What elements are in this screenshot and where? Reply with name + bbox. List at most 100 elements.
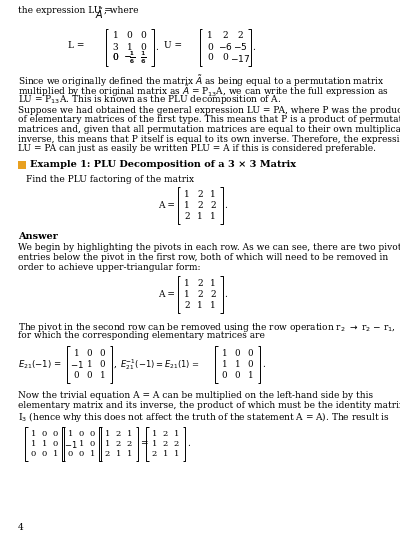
Text: 1: 1 bbox=[248, 371, 253, 380]
Text: Answer: Answer bbox=[18, 232, 58, 241]
Text: 0: 0 bbox=[90, 430, 95, 438]
Text: Find the PLU factoring of the matrix: Find the PLU factoring of the matrix bbox=[26, 175, 194, 184]
Text: 2: 2 bbox=[222, 31, 228, 41]
Text: $-1$: $-1$ bbox=[70, 359, 84, 370]
Text: U =: U = bbox=[164, 41, 184, 50]
Text: .: . bbox=[262, 360, 265, 369]
Text: 2: 2 bbox=[197, 279, 203, 288]
Text: elementary matrix and its inverse, the product of which must be the identity mat: elementary matrix and its inverse, the p… bbox=[18, 400, 400, 409]
Text: $-\!\frac{1}{6}$: $-\!\frac{1}{6}$ bbox=[124, 50, 136, 66]
Bar bbox=[18, 160, 26, 168]
Text: 1: 1 bbox=[90, 450, 95, 458]
Text: the expression LU =: the expression LU = bbox=[18, 6, 115, 15]
Text: Example 1: PLU Decomposition of a 3 × 3 Matrix: Example 1: PLU Decomposition of a 3 × 3 … bbox=[30, 160, 296, 169]
Text: 0: 0 bbox=[79, 430, 84, 438]
Text: 0: 0 bbox=[31, 450, 36, 458]
Text: 3: 3 bbox=[113, 43, 118, 52]
Text: 0: 0 bbox=[100, 360, 105, 369]
Text: I$_3$ (hence why this does not affect the truth of the statement A = A). The res: I$_3$ (hence why this does not affect th… bbox=[18, 410, 390, 424]
Text: 0: 0 bbox=[207, 43, 213, 52]
Text: 1: 1 bbox=[105, 430, 110, 438]
Text: .: . bbox=[224, 201, 227, 210]
Text: 0: 0 bbox=[87, 371, 92, 380]
Text: .: . bbox=[224, 290, 227, 299]
Text: $-6$: $-6$ bbox=[218, 42, 232, 52]
Text: 1: 1 bbox=[74, 349, 79, 358]
Text: 0: 0 bbox=[113, 53, 118, 62]
Text: of elementary matrices of the first type. This means that P is a product of perm: of elementary matrices of the first type… bbox=[18, 116, 400, 125]
Text: 2: 2 bbox=[197, 201, 203, 210]
Text: 1: 1 bbox=[100, 371, 105, 380]
Text: LU = PA can just as easily be written PLU = A if this is considered preferable.: LU = PA can just as easily be written PL… bbox=[18, 144, 376, 153]
Text: $-\!\frac{1}{6}$: $-\!\frac{1}{6}$ bbox=[124, 50, 135, 66]
Text: 2: 2 bbox=[116, 440, 121, 448]
Text: 0: 0 bbox=[207, 53, 213, 62]
Text: 0: 0 bbox=[100, 349, 105, 358]
Text: 0: 0 bbox=[248, 360, 253, 369]
Text: 0: 0 bbox=[113, 53, 118, 62]
Text: 1: 1 bbox=[235, 360, 240, 369]
Text: 2: 2 bbox=[210, 201, 216, 210]
Text: 2: 2 bbox=[197, 290, 203, 299]
Text: 1: 1 bbox=[116, 450, 121, 458]
Text: 0: 0 bbox=[222, 53, 228, 62]
Text: 0: 0 bbox=[248, 349, 253, 358]
Text: .: . bbox=[187, 440, 190, 448]
Text: 2: 2 bbox=[163, 430, 168, 438]
Text: 2: 2 bbox=[127, 440, 132, 448]
Text: LU = P$_{13}$A. This is known as the PLU decomposition of A.: LU = P$_{13}$A. This is known as the PLU… bbox=[18, 93, 281, 106]
Text: 0: 0 bbox=[68, 450, 73, 458]
Text: 1: 1 bbox=[210, 279, 216, 288]
Text: ,: , bbox=[114, 360, 117, 369]
Text: 1: 1 bbox=[174, 430, 179, 438]
Text: 0: 0 bbox=[235, 349, 240, 358]
Text: .: . bbox=[156, 43, 158, 52]
Text: $-17$: $-17$ bbox=[230, 52, 250, 63]
Text: 1: 1 bbox=[184, 201, 190, 210]
Text: =: = bbox=[140, 440, 148, 448]
Text: 0: 0 bbox=[53, 440, 58, 448]
Text: 2: 2 bbox=[105, 450, 110, 458]
Text: order to achieve upper-triangular form:: order to achieve upper-triangular form: bbox=[18, 262, 200, 271]
Text: $-1$: $-1$ bbox=[64, 439, 77, 449]
Text: 1: 1 bbox=[127, 430, 132, 438]
Text: Suppose we had obtained the general expression LU = PA, where P was the product: Suppose we had obtained the general expr… bbox=[18, 106, 400, 115]
Text: $E_{21}^{-1}(-1) = E_{21}(1)$ =: $E_{21}^{-1}(-1) = E_{21}(1)$ = bbox=[120, 357, 200, 372]
Text: 2: 2 bbox=[210, 290, 216, 299]
Text: $\frac{1}{6}$: $\frac{1}{6}$ bbox=[140, 50, 146, 66]
Text: L =: L = bbox=[68, 41, 87, 50]
Text: 1: 1 bbox=[210, 212, 216, 221]
Text: 2: 2 bbox=[197, 190, 203, 199]
Text: 1: 1 bbox=[87, 360, 92, 369]
Text: 1: 1 bbox=[105, 440, 110, 448]
Text: 1: 1 bbox=[207, 31, 213, 41]
Text: 0: 0 bbox=[235, 371, 240, 380]
Text: 0: 0 bbox=[90, 440, 95, 448]
Text: 0: 0 bbox=[74, 371, 79, 380]
Text: 1: 1 bbox=[184, 279, 190, 288]
Text: We begin by highlighting the pivots in each row. As we can see, there are two pi: We begin by highlighting the pivots in e… bbox=[18, 244, 400, 253]
Text: 0: 0 bbox=[141, 31, 146, 41]
Text: 0: 0 bbox=[222, 371, 227, 380]
Text: $\frac{1}{6}$: $\frac{1}{6}$ bbox=[141, 50, 146, 66]
Text: , where: , where bbox=[104, 6, 138, 15]
Text: The pivot in the second row can be removed using the row operation r$_2$ $\right: The pivot in the second row can be remov… bbox=[18, 321, 396, 334]
Text: 1: 1 bbox=[197, 301, 203, 310]
Text: 1: 1 bbox=[127, 43, 132, 52]
Text: 1: 1 bbox=[127, 450, 132, 458]
Text: 0: 0 bbox=[42, 430, 47, 438]
Text: for which the corresponding elementary matrices are: for which the corresponding elementary m… bbox=[18, 330, 265, 340]
Text: 1: 1 bbox=[53, 450, 58, 458]
Text: 1: 1 bbox=[222, 360, 227, 369]
Text: 2: 2 bbox=[116, 430, 121, 438]
Text: 0: 0 bbox=[141, 43, 146, 52]
Text: entries below the pivot in the first row, both of which will need to be removed : entries below the pivot in the first row… bbox=[18, 253, 388, 262]
Text: $-5$: $-5$ bbox=[233, 42, 247, 52]
Text: 0: 0 bbox=[87, 349, 92, 358]
Text: inverse, this means that P itself is equal to its own inverse. Therefore, the ex: inverse, this means that P itself is equ… bbox=[18, 134, 400, 143]
Text: 1: 1 bbox=[163, 450, 168, 458]
Text: 1: 1 bbox=[174, 450, 179, 458]
Text: $E_{21}(-1)$ =: $E_{21}(-1)$ = bbox=[18, 358, 63, 371]
Text: 2: 2 bbox=[184, 212, 190, 221]
Text: 0: 0 bbox=[127, 31, 132, 41]
